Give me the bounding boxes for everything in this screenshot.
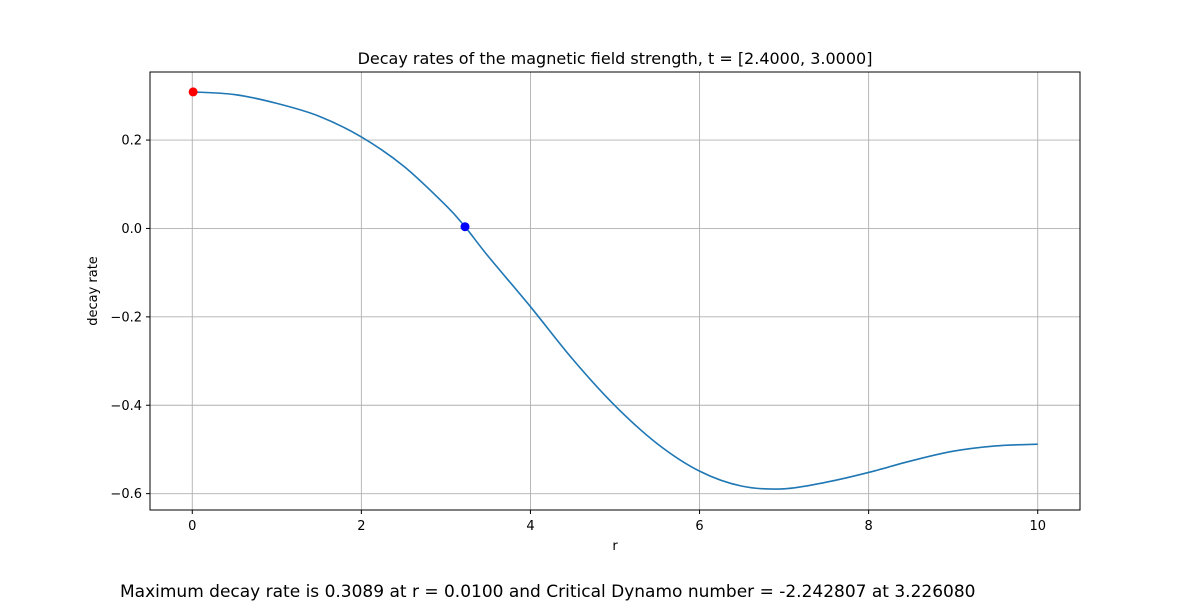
x-axis-ticks: 0 2 4 6 8 10 bbox=[188, 510, 1046, 534]
y-tick-label: 0.2 bbox=[121, 134, 142, 149]
x-tick-label: 8 bbox=[864, 519, 872, 534]
plot-area bbox=[188, 87, 1038, 490]
summary-text: Maximum decay rate is 0.3089 at r = 0.01… bbox=[120, 582, 976, 602]
y-axis-label: decay rate bbox=[86, 256, 101, 326]
max-decay-rate-point bbox=[188, 87, 198, 97]
x-tick-label: 2 bbox=[357, 519, 365, 534]
x-tick-label: 0 bbox=[188, 519, 196, 534]
x-tick-label: 10 bbox=[1029, 519, 1046, 534]
plot-frame bbox=[149, 71, 1081, 511]
x-tick-label: 6 bbox=[695, 519, 703, 534]
x-tick-label: 4 bbox=[526, 519, 534, 534]
y-tick-label: −0.4 bbox=[110, 399, 142, 414]
critical-dynamo-point bbox=[460, 222, 470, 232]
y-tick-label: −0.6 bbox=[110, 487, 142, 502]
chart-title: Decay rates of the magnetic field streng… bbox=[358, 49, 873, 68]
decay-rate-series-line bbox=[192, 91, 1038, 490]
x-axis-label: r bbox=[612, 539, 618, 554]
y-tick-label: −0.2 bbox=[110, 310, 142, 325]
y-tick-label: 0.0 bbox=[121, 222, 142, 237]
y-axis-ticks: −0.6 −0.4 −0.2 0.0 0.2 bbox=[110, 134, 150, 502]
grid bbox=[150, 72, 1080, 510]
